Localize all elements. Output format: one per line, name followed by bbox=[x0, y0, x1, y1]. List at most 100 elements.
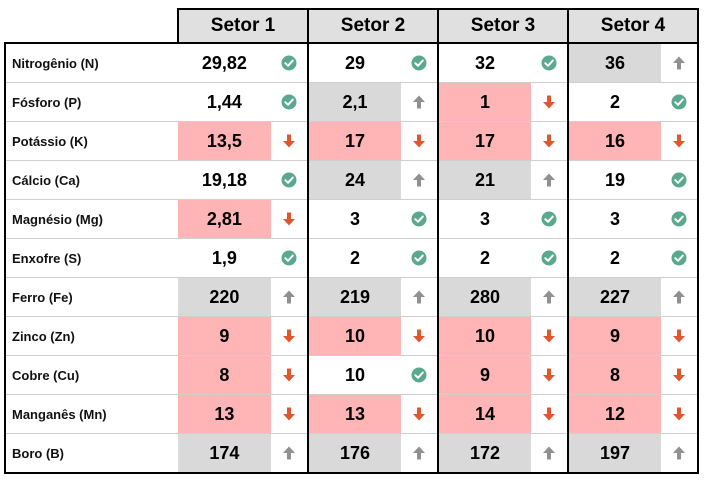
sector-header-1[interactable]: Setor 1 bbox=[177, 8, 309, 44]
arrow-up-icon bbox=[541, 289, 557, 305]
value-cell[interactable]: 197 bbox=[568, 433, 661, 474]
value-cell[interactable]: 17 bbox=[438, 121, 531, 161]
value-cell[interactable]: 2 bbox=[308, 238, 401, 278]
value-cell[interactable]: 172 bbox=[438, 433, 531, 474]
arrow-down-icon bbox=[671, 328, 687, 344]
nutrient-label[interactable]: Manganês (Mn) bbox=[4, 394, 178, 434]
header-row: Setor 1 Setor 2 Setor 3 Setor 4 bbox=[5, 8, 699, 44]
value-cell[interactable]: 227 bbox=[568, 277, 661, 317]
arrow-up-icon bbox=[541, 172, 557, 188]
value-cell[interactable]: 2 bbox=[438, 238, 531, 278]
corner-cell bbox=[5, 9, 178, 43]
status-icon-cell bbox=[401, 82, 439, 122]
value-cell[interactable]: 32 bbox=[438, 42, 531, 83]
check-circle-icon bbox=[411, 250, 427, 266]
arrow-up-icon bbox=[411, 289, 427, 305]
check-circle-icon bbox=[671, 250, 687, 266]
arrow-down-icon bbox=[411, 133, 427, 149]
check-circle-icon bbox=[671, 211, 687, 227]
value-cell[interactable]: 13 bbox=[178, 394, 271, 434]
value-cell[interactable]: 9 bbox=[178, 316, 271, 356]
table-row: Ferro (Fe) 220 219 280 227 bbox=[4, 277, 699, 317]
nutrient-label[interactable]: Boro (B) bbox=[4, 433, 178, 474]
table-body: Nitrogênio (N) 29,82 29 32 36 Fósforo (P) 1,44… bbox=[4, 42, 699, 474]
nutrient-label[interactable]: Magnésio (Mg) bbox=[4, 199, 178, 239]
status-icon-cell bbox=[401, 433, 439, 474]
status-icon-cell bbox=[661, 394, 699, 434]
status-icon-cell bbox=[531, 82, 569, 122]
arrow-up-icon bbox=[281, 289, 297, 305]
arrow-up-icon bbox=[281, 445, 297, 461]
value-cell[interactable]: 24 bbox=[308, 160, 401, 200]
value-cell[interactable]: 2,1 bbox=[308, 82, 401, 122]
status-icon-cell bbox=[661, 82, 699, 122]
value-cell[interactable]: 280 bbox=[438, 277, 531, 317]
status-icon-cell bbox=[270, 394, 310, 434]
arrow-up-icon bbox=[671, 445, 687, 461]
value-cell[interactable]: 174 bbox=[178, 433, 271, 474]
value-cell[interactable]: 19 bbox=[568, 160, 661, 200]
value-cell[interactable]: 10 bbox=[308, 355, 401, 395]
status-icon-cell bbox=[661, 316, 699, 356]
value-cell[interactable]: 36 bbox=[568, 42, 661, 83]
value-cell[interactable]: 1,9 bbox=[178, 238, 271, 278]
status-icon-cell bbox=[401, 42, 439, 83]
value-cell[interactable]: 21 bbox=[438, 160, 531, 200]
value-cell[interactable]: 8 bbox=[568, 355, 661, 395]
nutrient-label[interactable]: Zinco (Zn) bbox=[4, 316, 178, 356]
sector-header-2[interactable]: Setor 2 bbox=[307, 8, 439, 44]
value-cell[interactable]: 9 bbox=[568, 316, 661, 356]
check-circle-icon bbox=[411, 367, 427, 383]
table-row: Boro (B) 174 176 172 197 bbox=[4, 433, 699, 474]
value-cell[interactable]: 3 bbox=[308, 199, 401, 239]
value-cell[interactable]: 1,44 bbox=[178, 82, 271, 122]
table-row: Cálcio (Ca) 19,18 24 21 19 bbox=[4, 160, 699, 200]
arrow-up-icon bbox=[671, 289, 687, 305]
value-cell[interactable]: 176 bbox=[308, 433, 401, 474]
value-cell[interactable]: 13,5 bbox=[178, 121, 271, 161]
nutrient-label[interactable]: Potássio (K) bbox=[4, 121, 178, 161]
check-circle-icon bbox=[411, 55, 427, 71]
value-cell[interactable]: 10 bbox=[438, 316, 531, 356]
nutrient-label[interactable]: Cobre (Cu) bbox=[4, 355, 178, 395]
status-icon-cell bbox=[531, 42, 569, 83]
value-cell[interactable]: 3 bbox=[568, 199, 661, 239]
value-cell[interactable]: 16 bbox=[568, 121, 661, 161]
status-icon-cell bbox=[661, 277, 699, 317]
table-row: Manganês (Mn) 13 13 14 12 bbox=[4, 394, 699, 434]
status-icon-cell bbox=[531, 238, 569, 278]
nutrient-label[interactable]: Fósforo (P) bbox=[4, 82, 178, 122]
value-cell[interactable]: 14 bbox=[438, 394, 531, 434]
status-icon-cell bbox=[661, 121, 699, 161]
nutrient-label[interactable]: Enxofre (S) bbox=[4, 238, 178, 278]
status-icon-cell bbox=[270, 277, 310, 317]
check-circle-icon bbox=[541, 55, 557, 71]
nutrient-label[interactable]: Cálcio (Ca) bbox=[4, 160, 178, 200]
value-cell[interactable]: 29,82 bbox=[178, 42, 271, 83]
value-cell[interactable]: 2,81 bbox=[178, 199, 271, 239]
value-cell[interactable]: 2 bbox=[568, 238, 661, 278]
value-cell[interactable]: 1 bbox=[438, 82, 531, 122]
table-row: Magnésio (Mg) 2,81 3 3 3 bbox=[4, 199, 699, 239]
sector-header-3[interactable]: Setor 3 bbox=[437, 8, 569, 44]
status-icon-cell bbox=[531, 433, 569, 474]
value-cell[interactable]: 220 bbox=[178, 277, 271, 317]
nutrient-label[interactable]: Ferro (Fe) bbox=[4, 277, 178, 317]
status-icon-cell bbox=[270, 199, 310, 239]
value-cell[interactable]: 9 bbox=[438, 355, 531, 395]
value-cell[interactable]: 19,18 bbox=[178, 160, 271, 200]
value-cell[interactable]: 8 bbox=[178, 355, 271, 395]
nutrient-label[interactable]: Nitrogênio (N) bbox=[4, 42, 178, 83]
sector-header-4[interactable]: Setor 4 bbox=[567, 8, 699, 44]
value-cell[interactable]: 29 bbox=[308, 42, 401, 83]
value-cell[interactable]: 219 bbox=[308, 277, 401, 317]
value-cell[interactable]: 2 bbox=[568, 82, 661, 122]
value-cell[interactable]: 13 bbox=[308, 394, 401, 434]
status-icon-cell bbox=[270, 121, 310, 161]
value-cell[interactable]: 12 bbox=[568, 394, 661, 434]
value-cell[interactable]: 17 bbox=[308, 121, 401, 161]
value-cell[interactable]: 3 bbox=[438, 199, 531, 239]
check-circle-icon bbox=[281, 250, 297, 266]
arrow-down-icon bbox=[411, 406, 427, 422]
value-cell[interactable]: 10 bbox=[308, 316, 401, 356]
